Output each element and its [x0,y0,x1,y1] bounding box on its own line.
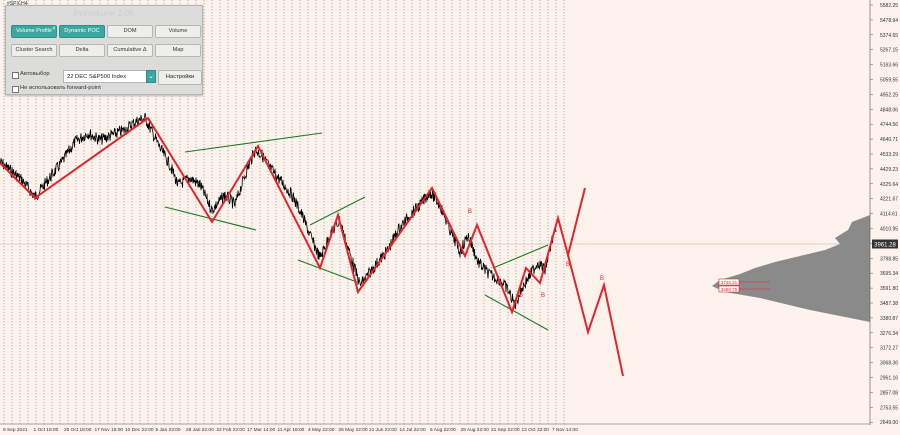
symbol-label: #SPX,H4 [7,1,28,7]
price-label: 5163.66 [880,63,898,69]
wave-line-primary [0,116,586,315]
date-label: 29 Aug 22:00 [461,427,490,433]
dom-button[interactable]: DOM [107,25,153,38]
price-label: 3695.34 [880,271,898,277]
date-label: 4 May 22:00 [308,427,335,433]
forward-point-label: Не использовать forward-point [20,85,101,91]
button-label: Map [172,47,184,53]
price-series [0,112,557,310]
price-label: 5267.15 [880,48,898,54]
panel-title: ProVolume 2.05 [73,8,135,18]
profile-level-tags: 3749.31 3688.75 [718,278,770,293]
date-label: 17 Mar 14:00 [247,427,276,433]
price-scale-labels: 5582.25 5478.94 5374.65 5267.15 5163.66 5059.… [870,3,898,426]
price-label: 5478.94 [880,18,898,24]
price-label: 2753.55 [880,405,898,411]
wave-line-forecast [567,254,624,377]
settings-button[interactable]: Настройки [158,70,202,85]
wave-label: B [541,293,545,299]
price-label: 4848.06 [880,107,898,113]
price-label: 4221.67 [880,197,898,203]
price-label: 4114.61 [880,212,898,218]
provolume-panel[interactable]: ProVolume 2.05 Volume Profile 4 Dynamic P… [5,5,203,95]
price-label: 3068.36 [880,361,898,367]
forward-point-checkbox[interactable] [12,86,19,93]
price-scale [870,0,900,435]
wave-label: B [600,276,604,282]
button-label: Cumulative Δ [113,47,147,53]
date-label: 17 Nov 18:00 [95,427,124,433]
price-label: 2857.08 [880,390,898,396]
button-label: DOM [123,28,137,34]
channel-line [297,259,358,283]
cumulative-delta-button[interactable]: Cumulative Δ [107,44,153,57]
date-label: 11 Apr 18:00 [278,427,305,433]
time-axis-labels: 9 Sep 2021 1 Oct 18:00 25 Oct 18:00 17 Nov … [3,427,578,433]
price-label: 4952.25 [880,92,898,98]
profile-level-low: 3688.75 [721,287,738,292]
price-label: 3276.34 [880,331,898,337]
button-label: Delta [75,47,89,53]
date-label: 22 Feb 22:00 [217,427,246,433]
current-price-label: 3961.28 [874,243,896,249]
price-label: 3591.80 [880,286,898,292]
channel-line [484,294,549,331]
price-label: 4010.95 [880,227,898,233]
price-label: 5582.25 [880,3,898,9]
delta-button[interactable]: Delta [59,44,105,57]
wave-label: B [468,209,472,215]
channel-line [492,244,549,269]
date-label: 10 Dec 22:00 [125,427,154,433]
price-label: 4640.71 [880,137,898,143]
date-label: 14 Jul 22:00 [400,427,426,433]
date-label: 5 Aug 22:00 [430,427,456,433]
button-badge: 4 [52,26,55,32]
button-label: Cluster Search [15,47,53,53]
cluster-search-button[interactable]: Cluster Search [11,44,57,57]
date-label: 1 Oct 18:00 [34,427,59,433]
wave-label: B [519,293,523,299]
price-label: 4744.56 [880,122,898,128]
chevron-down-icon[interactable]: ⌄ [146,70,156,83]
price-label: 4325.64 [880,182,898,188]
profile-shape [712,215,870,322]
price-label: 3380.87 [880,316,898,322]
button-label: Volume [168,28,188,34]
date-label: 21 Sep 22:00 [491,427,520,433]
date-label: 9 Sep 2021 [3,427,28,433]
dynamic-poc-button[interactable]: Dynamic POC [59,25,105,38]
volume-profile-histogram [712,215,870,322]
wave-labels: B B B B B [468,209,604,299]
volume-button[interactable]: Volume [155,25,201,38]
price-label: 3487.38 [880,301,898,307]
channel-lines [164,132,549,331]
instrument-select[interactable]: 22 DEC S&P500 Index [63,70,155,83]
wave-label: B [566,262,570,268]
price-label: 4533.29 [880,152,898,158]
auto-select-checkbox[interactable] [12,72,19,79]
button-label: Volume Profile [15,28,53,34]
date-label: 7 Nov 14:00 [552,427,578,433]
price-label: 4429.23 [880,167,898,173]
price-label: 2961.16 [880,376,898,382]
price-label: 5059.55 [880,78,898,84]
date-label: 26 May 22:00 [339,427,368,433]
map-button[interactable]: Map [155,44,201,57]
date-label: 5 Jan 23:00 [156,427,181,433]
price-label: 3798.85 [880,256,898,262]
button-label: Dynamic POC [64,28,100,34]
channel-line [309,196,366,226]
profile-level-high: 3749.31 [721,280,738,285]
price-label: 2649.00 [880,420,898,426]
price-label: 5374.65 [880,33,898,39]
volume-profile-button[interactable]: Volume Profile 4 [11,25,57,38]
auto-select-label: Автовыбор [20,71,50,77]
date-label: 21 Jun 22:00 [369,427,397,433]
price-label: 3172.27 [880,346,898,352]
date-label: 13 Oct 22:00 [522,427,550,433]
channel-line [184,132,323,153]
current-price-tag: 3961.28 [872,239,898,249]
date-label: 28 Jan 22:00 [186,427,214,433]
date-label: 25 Oct 18:00 [64,427,92,433]
